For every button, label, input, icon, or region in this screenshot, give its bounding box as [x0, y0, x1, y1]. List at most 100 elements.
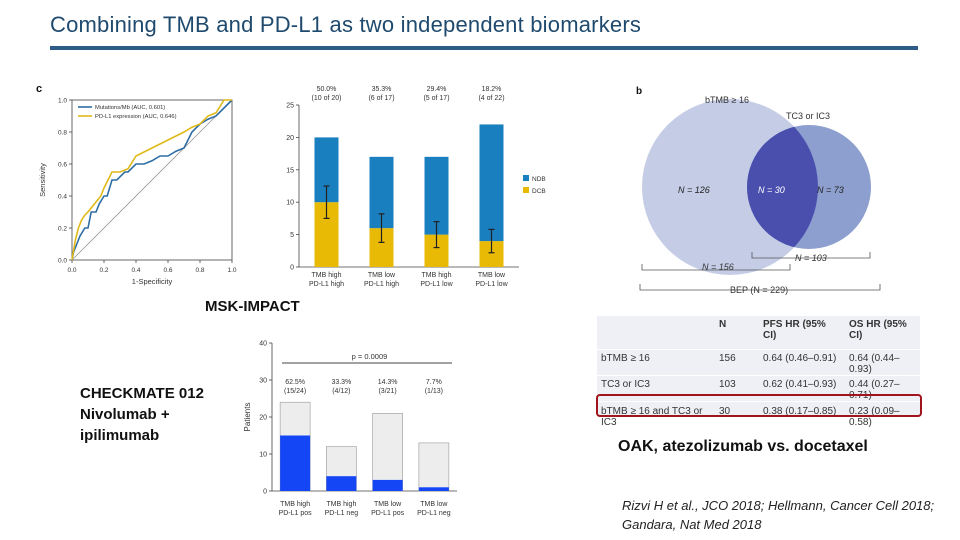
oak-results-table: N PFS HR (95% CI) OS HR (95% CI) bTMB ≥ …: [597, 316, 920, 428]
msk-impact-bar-chart: 0 5 10 15 20 25 50.0% (10 of 20) TMB high PD-L1 h…: [286, 86, 546, 288]
checkmate-label-line: Nivolumab +: [80, 406, 170, 423]
bar-total: [418, 442, 450, 492]
y-tick-label: 1.0: [58, 98, 67, 105]
bar-annotation-count: (4/12): [332, 388, 350, 395]
title-divider: [50, 46, 918, 50]
y-tick-label: 20: [286, 135, 294, 142]
x-tick-label: TMB high: [312, 272, 342, 279]
y-axis-label: Sensitivity: [38, 163, 47, 197]
table-row: bTMB ≥ 16 156 0.64 (0.46–0.91) 0.64 (0.4…: [597, 349, 920, 376]
table-cell: 0.38 (0.17–0.85): [759, 401, 845, 428]
checkmate-plot-area: 0 10 20 30 40 Patients 62.5% (15/24) TMB high PD-…: [243, 341, 457, 517]
venn-shapes: [642, 99, 871, 275]
bar-annotation-count: (5 of 17): [423, 95, 449, 102]
bar-annotation-count: (4 of 22): [478, 95, 504, 102]
bar-annotation-count: (3/21): [378, 388, 396, 395]
table-cell: TC3 or IC3: [597, 375, 715, 402]
y-tick-label: 0.4: [58, 194, 67, 201]
page-title: Combining TMB and PD-L1 as two independe…: [50, 12, 642, 37]
table-header: OS HR (95% CI): [849, 319, 907, 341]
bar-responders: [418, 487, 449, 491]
venn-left-only-count: N = 126: [678, 185, 710, 195]
checkmate-label-line: CHECKMATE 012: [80, 385, 204, 402]
bar-responders: [326, 476, 357, 491]
x-tick-label: PD-L1 high: [309, 281, 344, 288]
x-tick-label: 0.6: [163, 267, 172, 274]
bar-total: [372, 413, 403, 492]
y-tick-label: 0: [290, 265, 294, 272]
x-tick-label: PD-L1 low: [475, 281, 508, 288]
table-header: N: [719, 319, 727, 330]
venn-right-total: N = 103: [795, 253, 827, 263]
table-cell: bTMB ≥ 16: [597, 349, 715, 376]
legend-label: DCB: [532, 188, 546, 195]
citation: Rizvi H et al., JCO 2018; Hellmann, Canc…: [622, 496, 934, 534]
x-tick-label: TMB low: [374, 501, 402, 508]
roc-reference-line: [71, 99, 233, 261]
y-tick-label: 10: [259, 452, 267, 459]
table-cell: 103: [715, 375, 759, 402]
y-tick-label: 25: [286, 103, 294, 110]
bar-annotation-percent: 50.0%: [317, 86, 337, 93]
table-cell: 0.62 (0.41–0.93): [759, 375, 845, 402]
msk-impact-label: MSK-IMPACT: [205, 298, 300, 315]
x-tick-label: PD-L1 low: [420, 281, 453, 288]
venn-diagram: b bTMB ≥ 16 TC3 or IC3 N = 126 N = 30 N …: [636, 86, 881, 295]
bar-annotation-count: (15/24): [284, 388, 306, 395]
x-tick-label: 0.0: [67, 267, 76, 274]
roc-series-line: [71, 99, 233, 261]
x-tick-label: 0.8: [195, 267, 204, 274]
roc-plot-area: 0.0 0.2 0.4 0.6 0.8 1.0 0.0 0.2 0.4 0.6 0.8 1.0 1-Sp…: [38, 98, 237, 287]
venn-left-title: bTMB ≥ 16: [705, 95, 749, 105]
x-tick-label: TMB low: [478, 272, 506, 279]
roc-chart: c 0.0 0.2 0.4 0.6 0.8 1.0 0.0 0.2 0.4 0.6 0.8 1.0 1-…: [36, 83, 237, 287]
table-cell: 30: [715, 401, 759, 428]
y-axis-label: Patients: [243, 403, 252, 432]
bar-annotation-count: (10 of 20): [312, 95, 342, 102]
msk-plot-area: 0 5 10 15 20 25 50.0% (10 of 20) TMB high PD-L1 h…: [286, 86, 546, 288]
venn-panel-letter: b: [636, 86, 642, 97]
citation-line: Gandara, Nat Med 2018: [622, 517, 762, 532]
oak-label: OAK, atezolizumab vs. docetaxel: [618, 438, 868, 455]
x-axis-label: 1-Specificity: [132, 277, 173, 286]
legend-label: NDB: [532, 176, 546, 183]
y-tick-label: 30: [259, 378, 267, 385]
legend-swatch: [523, 187, 529, 193]
bar-annotation-percent: 35.3%: [372, 86, 392, 93]
x-tick-label: PD-L1 pos: [279, 510, 313, 517]
table-cell: 0.23 (0.09–0.58): [845, 401, 920, 428]
table-header: PFS HR (95% CI): [763, 319, 826, 341]
venn-overlap-region: [747, 125, 818, 249]
x-tick-label: 0.2: [99, 267, 108, 274]
y-tick-label: 0.2: [58, 226, 67, 233]
x-tick-label: PD-L1 pos: [371, 510, 405, 517]
bar-annotation-percent: 18.2%: [482, 86, 502, 93]
x-tick-label: TMB low: [420, 501, 448, 508]
table-row: TC3 or IC3 103 0.62 (0.41–0.93) 0.44 (0.…: [597, 375, 920, 402]
x-tick-label: PD-L1 neg: [325, 510, 359, 517]
bar-annotation-count: (6 of 17): [368, 95, 394, 102]
y-tick-label: 5: [290, 232, 294, 239]
citation-line: Rizvi H et al., JCO 2018; Hellmann, Canc…: [622, 498, 935, 513]
bar-responders: [280, 435, 311, 491]
y-tick-label: 20: [259, 415, 267, 422]
bar-annotation-percent: 33.3%: [331, 379, 351, 386]
legend-swatch: [523, 175, 529, 181]
pvalue-label: p = 0.0009: [352, 352, 388, 361]
roc-series-line: [71, 99, 232, 261]
bar-responders: [372, 479, 403, 491]
roc-frame: [71, 99, 233, 261]
legend-label: PD-L1 expression (AUC, 0.646): [95, 114, 177, 120]
venn-right-only-count: N = 73: [817, 185, 844, 195]
table-row-highlight-box: [596, 394, 922, 417]
y-tick-label: 0.8: [58, 130, 67, 137]
table-cell: 0.64 (0.44–0.93): [845, 349, 920, 376]
table-header: [597, 316, 715, 350]
x-tick-label: 0.4: [131, 267, 140, 274]
venn-brackets: [639, 252, 881, 291]
table-cell: bTMB ≥ 16 and TC3 or IC3: [597, 401, 715, 428]
x-tick-label: 1.0: [227, 267, 236, 274]
y-tick-label: 40: [259, 341, 267, 348]
y-tick-label: 15: [286, 167, 294, 174]
y-tick-label: 0: [263, 489, 267, 496]
